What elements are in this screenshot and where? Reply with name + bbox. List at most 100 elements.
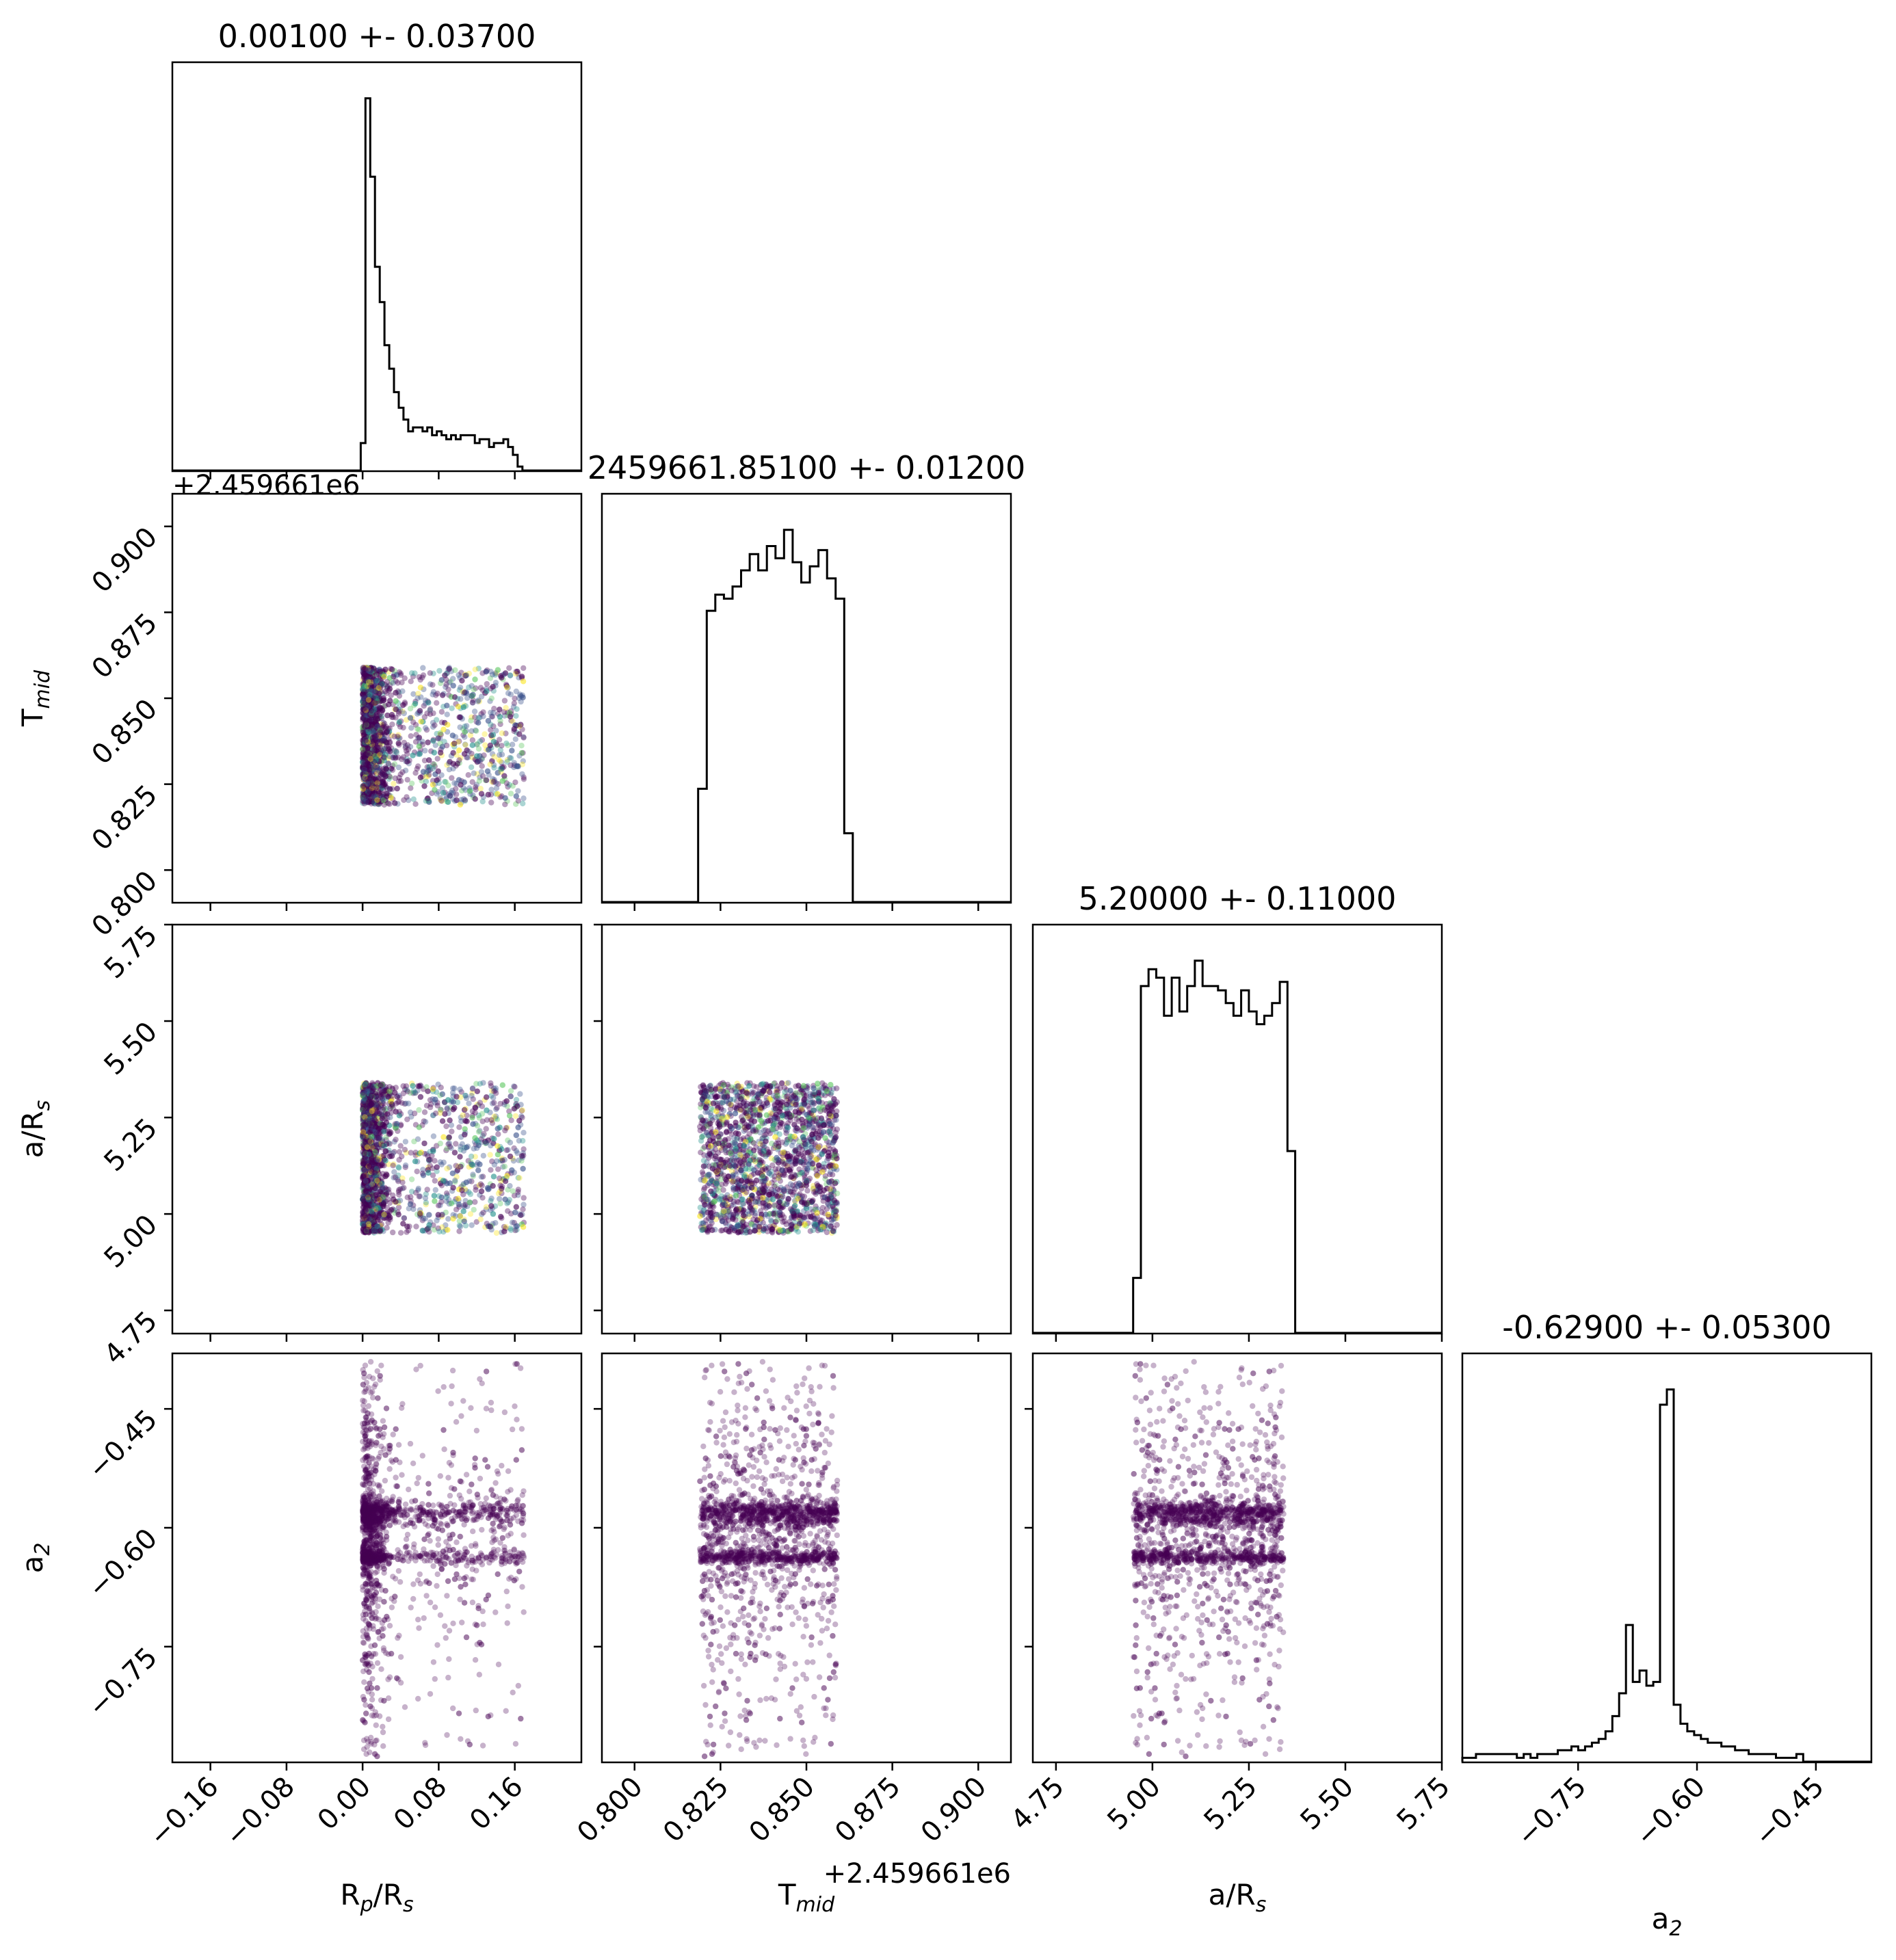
scatter-point (385, 760, 391, 767)
scatter-point (395, 1187, 402, 1193)
scatter-point (418, 718, 424, 725)
scatter-point (365, 765, 371, 772)
scatter-point (375, 1217, 381, 1223)
scatter-point (368, 1191, 374, 1197)
scatter-point (365, 667, 371, 674)
scatter-point (377, 730, 384, 736)
scatter-point (369, 722, 375, 728)
scatter-point (362, 793, 368, 800)
scatter-point (421, 1109, 428, 1115)
scatter-point (363, 1141, 369, 1148)
scatter-point (466, 1200, 473, 1206)
scatter-point (382, 783, 389, 789)
scatter-point (361, 1215, 367, 1221)
scatter-point (362, 1199, 368, 1205)
scatter-point (367, 1109, 373, 1115)
scatter-point (378, 1200, 385, 1206)
scatter-point (369, 1175, 375, 1182)
scatter-point (426, 771, 432, 778)
scatter-point (364, 797, 370, 804)
scatter-point (373, 1152, 380, 1158)
scatter-point (726, 1158, 733, 1164)
scatter-point (393, 678, 399, 684)
scatter-point (360, 1196, 366, 1202)
scatter-point (440, 1134, 447, 1140)
scatter-point (362, 1208, 368, 1215)
scatter-point (512, 1223, 518, 1230)
scatter-point (456, 1202, 462, 1208)
scatter-point (363, 1228, 369, 1234)
scatter-point (363, 1112, 370, 1118)
scatter-point (363, 1102, 369, 1109)
scatter-point (498, 1178, 504, 1184)
scatter-point (367, 711, 373, 717)
scatter-point (374, 1171, 380, 1178)
scatter-point (386, 1150, 392, 1156)
scatter-point (374, 756, 380, 762)
scatter-point (365, 1200, 371, 1206)
scatter-point (399, 1179, 406, 1186)
scatter-point (470, 1171, 476, 1178)
scatter-point (365, 795, 371, 802)
scatter-point (369, 739, 376, 745)
scatter-point (479, 1195, 486, 1201)
scatter-point (369, 709, 376, 716)
scatter-point (360, 776, 367, 782)
scatter-point (760, 1178, 766, 1185)
scatter-point (478, 693, 485, 700)
scatter-point (368, 1203, 374, 1209)
scatter-point (373, 1141, 380, 1148)
scatter-point (367, 1089, 373, 1096)
scatter-point (376, 802, 382, 808)
scatter-point (374, 1156, 380, 1162)
scatter-point (363, 683, 369, 689)
scatter-point (361, 1123, 367, 1129)
scatter-point (372, 700, 378, 706)
scatter-point (361, 1110, 367, 1117)
scatter-point (367, 1102, 373, 1109)
scatter-point (369, 766, 375, 772)
scatter-point (360, 727, 366, 733)
scatter-point (373, 1208, 380, 1215)
scatter-point (734, 1081, 741, 1087)
scatter-point (387, 748, 393, 754)
scatter-point (490, 762, 497, 768)
scatter-point (363, 749, 369, 755)
scatter-point (361, 755, 367, 761)
scatter-point (381, 738, 388, 744)
scatter-point (360, 783, 366, 789)
scatter-point (362, 773, 368, 780)
scatter-point (367, 767, 373, 774)
scatter-point (360, 1213, 366, 1220)
scatter-point (492, 672, 499, 678)
scatter-point (369, 1136, 376, 1142)
scatter-point (429, 790, 435, 797)
scatter-point (798, 1152, 804, 1158)
scatter-point (386, 786, 393, 792)
scatter-point (435, 1225, 441, 1232)
scatter-point (386, 739, 393, 745)
scatter-point (425, 1088, 431, 1094)
scatter-point (388, 795, 394, 801)
scatter-point (779, 1228, 785, 1234)
scatter-point (363, 1174, 369, 1180)
scatter-point (365, 717, 372, 724)
scatter-point (405, 1228, 412, 1234)
scatter-point (367, 1145, 373, 1152)
scatter-point (362, 1122, 368, 1128)
scatter-point (367, 750, 373, 756)
scatter-point (381, 1152, 387, 1158)
scatter-point (363, 771, 369, 778)
scatter-point (376, 1156, 382, 1163)
scatter-point (363, 797, 369, 804)
scatter-point (363, 719, 369, 726)
scatter-point (394, 1121, 400, 1127)
scatter-point (370, 695, 376, 702)
scatter-point (408, 1176, 415, 1182)
scatter-point (365, 778, 371, 784)
scatter-point (456, 738, 462, 745)
scatter-point (368, 709, 375, 715)
scatter-point (360, 1196, 366, 1202)
scatter-point (368, 709, 375, 715)
scatter-point (459, 1187, 465, 1193)
